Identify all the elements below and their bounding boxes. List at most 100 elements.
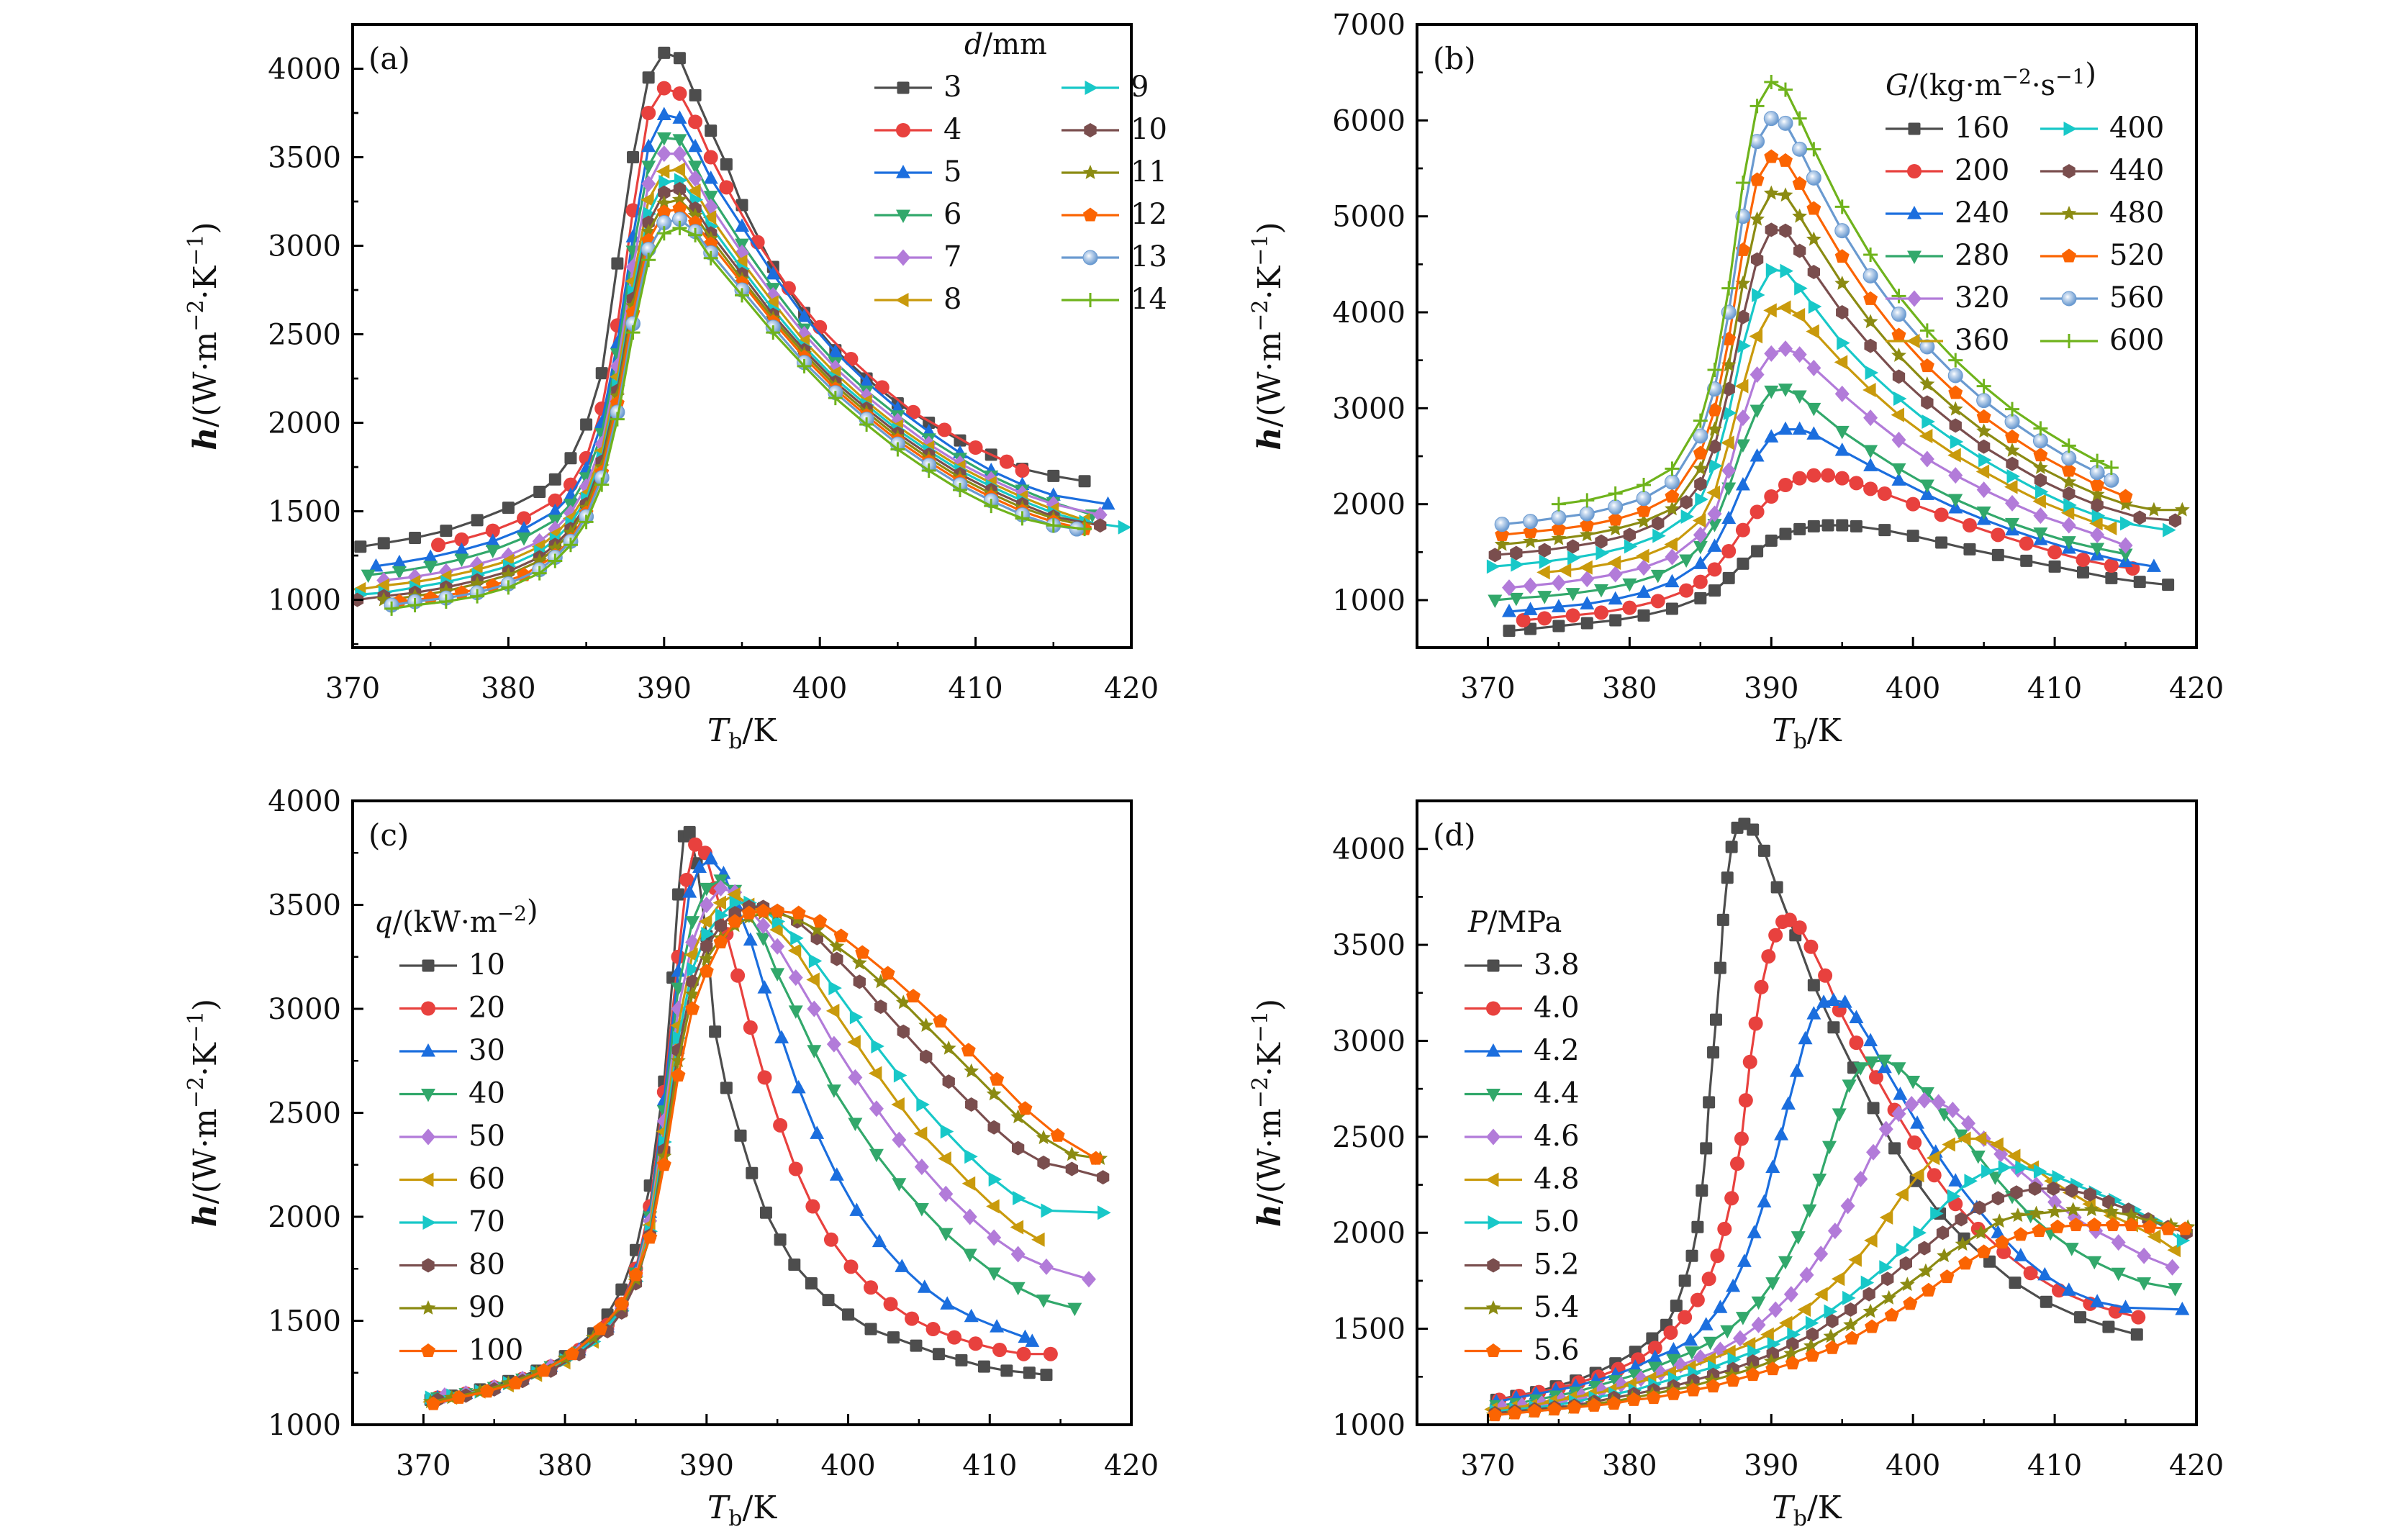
data-point-marker (1962, 518, 1977, 532)
data-point-marker (2118, 496, 2134, 511)
data-point-marker (933, 1013, 948, 1028)
axes-frame (351, 23, 1133, 649)
data-point-marker (2105, 1218, 2120, 1232)
data-point-marker (734, 1129, 747, 1142)
data-point-marker (1765, 1159, 1780, 1174)
data-point-marker (756, 933, 771, 946)
data-point-marker (1891, 307, 1906, 322)
data-point-marker (702, 210, 717, 225)
data-point-marker (2087, 1218, 2102, 1232)
data-point-marker (1783, 1286, 1798, 1303)
data-point-marker (1551, 599, 1566, 612)
data-point-marker (703, 250, 718, 266)
data-point-marker (1919, 358, 1934, 373)
data-point-marker (1983, 1255, 1996, 1268)
legend-item: 400 (2040, 112, 2164, 145)
data-point-marker (906, 404, 921, 420)
legend-marker (896, 249, 910, 266)
data-point-marker (1768, 928, 1783, 943)
data-point-marker (1827, 1223, 1842, 1240)
data-point-marker (1973, 1225, 1989, 1240)
data-point-marker (1750, 172, 1765, 186)
data-point-marker (842, 1308, 855, 1321)
data-point-marker (961, 1043, 976, 1057)
data-point-marker (2162, 579, 2175, 591)
legend-label: 320 (1955, 281, 2009, 314)
data-point-marker (656, 1157, 671, 1171)
data-point-marker (1766, 1346, 1779, 1361)
data-point-marker (1750, 252, 1764, 267)
data-point-marker (1046, 518, 1061, 533)
data-point-marker (1706, 485, 1721, 500)
data-point-marker (1834, 223, 1850, 239)
data-point-marker (1494, 536, 1510, 551)
data-point-marker (2005, 494, 2020, 512)
series-520 (1495, 149, 2133, 541)
data-point-marker (1763, 185, 1779, 200)
data-point-marker (2061, 474, 2077, 489)
data-point-marker (1679, 583, 1694, 598)
y-tick-label: 4000 (1332, 296, 1406, 330)
data-point-marker (1863, 409, 1878, 427)
data-point-marker (984, 499, 999, 514)
data-point-marker (2047, 1181, 2060, 1196)
data-point-marker (1834, 249, 1850, 263)
legend-item: 13 (1062, 240, 1167, 273)
axes-frame (1416, 799, 2198, 1426)
data-point-marker (451, 1389, 466, 1404)
data-point-marker (1786, 1336, 1799, 1351)
data-point-marker (1732, 1330, 1747, 1347)
data-point-marker (2033, 527, 2048, 541)
data-point-marker (517, 532, 532, 546)
data-point-marker (683, 825, 696, 838)
data-point-marker (871, 1039, 884, 1054)
data-point-marker (1507, 1405, 1522, 1420)
data-point-marker (1807, 520, 1820, 532)
data-point-marker (1721, 462, 1737, 479)
data-point-marker (965, 1097, 978, 1112)
data-point-marker (765, 295, 779, 310)
legend-marker (421, 1001, 435, 1016)
data-point-marker (407, 597, 422, 612)
data-point-marker (2061, 450, 2077, 466)
data-point-marker (1806, 324, 1819, 339)
data-point-marker (1963, 543, 1976, 556)
data-point-marker (1860, 1275, 1875, 1290)
data-point-marker (688, 138, 703, 153)
data-point-marker (932, 1348, 945, 1361)
data-point-marker (2160, 1221, 2176, 1236)
series-400 (1486, 263, 2176, 574)
data-point-marker (1763, 111, 1779, 127)
data-point-marker (1721, 871, 1734, 884)
data-point-marker (809, 922, 825, 937)
data-point-marker (501, 580, 516, 595)
data-point-marker (1862, 268, 1878, 284)
data-point-marker (938, 1228, 954, 1242)
data-point-marker (1919, 450, 1934, 468)
data-point-marker (1806, 142, 1821, 157)
data-point-marker (361, 569, 376, 584)
data-point-marker (1580, 571, 1595, 588)
legend-item: 280 (1886, 239, 2009, 272)
series-100 (426, 903, 1103, 1410)
x-tick-label: 380 (1602, 1449, 1657, 1482)
data-point-marker (1862, 1287, 1875, 1302)
y-tick-label: 6000 (1332, 104, 1406, 137)
data-point-marker (788, 969, 803, 987)
data-point-marker (1664, 501, 1680, 516)
legend-label: 200 (1955, 154, 2009, 187)
data-point-marker (1911, 1168, 1924, 1183)
data-point-marker (1764, 385, 1779, 399)
y-tick-label: 3000 (1332, 392, 1406, 425)
data-point-marker (1652, 528, 1666, 543)
data-point-marker (564, 452, 577, 465)
data-point-marker (656, 81, 671, 96)
data-point-marker (1906, 530, 1919, 543)
x-axis-title: Tb/K (1772, 1490, 1842, 1531)
series-7 (376, 145, 1108, 589)
data-point-marker (1834, 443, 1850, 456)
data-point-marker (1734, 1131, 1749, 1146)
data-point-marker (1737, 557, 1750, 570)
data-point-marker (688, 114, 703, 130)
data-point-marker (1511, 557, 1524, 572)
